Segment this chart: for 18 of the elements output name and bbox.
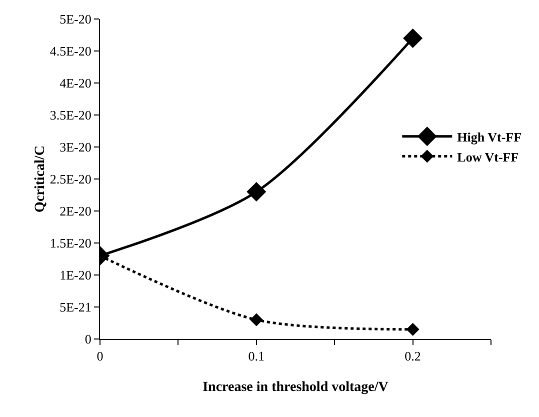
- x-axis-title: Increase in threshold voltage/V: [202, 380, 388, 395]
- y-tick-label: 3.5E-20: [50, 108, 92, 123]
- y-tick-label: 3E-20: [60, 140, 92, 155]
- y-tick-label: 1E-20: [60, 268, 92, 283]
- x-tick-label: 0.2: [404, 348, 421, 364]
- legend-label: High Vt-FF: [457, 129, 522, 144]
- y-tick-label: 2E-20: [60, 204, 92, 219]
- y-axis-title: Qcritical/C: [32, 146, 48, 212]
- x-tick-label: 0: [96, 348, 104, 364]
- y-tick-label: 5E-21: [60, 300, 92, 315]
- y-tick-label: 2.5E-20: [50, 172, 92, 187]
- y-tick-label: 1.5E-20: [50, 236, 92, 251]
- y-tick-label: 0: [84, 332, 92, 347]
- y-tick-label: 4.5E-20: [50, 44, 92, 59]
- y-tick-label: 4E-20: [60, 76, 92, 91]
- legend-label: Low Vt-FF: [457, 149, 519, 164]
- y-tick-label: 5E-20: [60, 12, 92, 27]
- x-tick-label: 0.1: [248, 348, 265, 364]
